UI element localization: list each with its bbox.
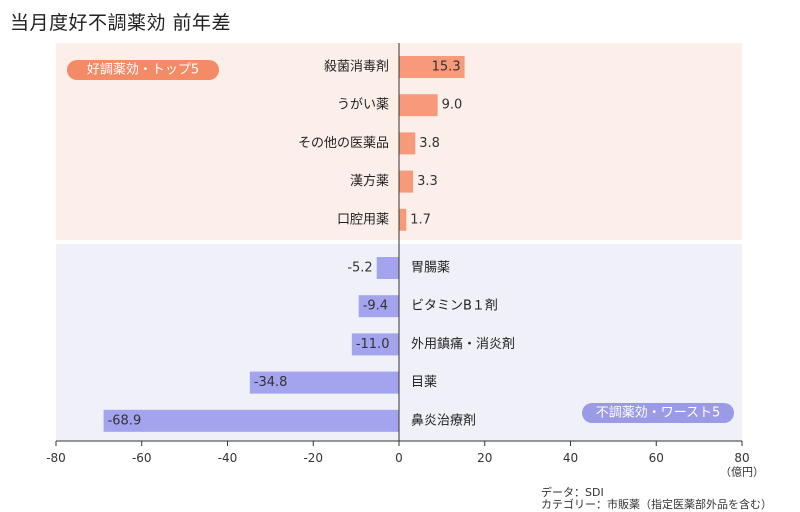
x-tick-label: 60 xyxy=(649,451,664,465)
value-label: 3.8 xyxy=(419,136,440,151)
category-label: うがい薬 xyxy=(337,98,389,113)
value-label: 15.3 xyxy=(432,60,461,75)
value-label: -34.8 xyxy=(254,375,288,390)
value-label: -68.9 xyxy=(108,413,142,428)
x-tick-label: -80 xyxy=(46,451,66,465)
bar xyxy=(399,132,416,155)
category-note: カテゴリー：市販薬（指定医薬部外品を含む） xyxy=(541,498,772,511)
category-label: 胃腸薬 xyxy=(411,261,450,276)
value-label: -11.0 xyxy=(356,337,390,352)
value-label: 1.7 xyxy=(410,212,431,227)
top5-badge xyxy=(67,60,219,80)
worst5-badge xyxy=(582,403,734,423)
unit-label: （億円） xyxy=(720,466,764,479)
value-label: 3.3 xyxy=(417,174,438,189)
x-tick-label: 0 xyxy=(395,451,403,465)
category-label: 目薬 xyxy=(411,375,437,390)
x-tick-label: 40 xyxy=(563,451,578,465)
category-label: その他の医薬品 xyxy=(298,136,389,151)
category-label: ビタミンB１剤 xyxy=(411,298,498,314)
category-label: 殺菌消毒剤 xyxy=(324,59,389,75)
bar xyxy=(376,257,399,279)
x-tick-label: -60 xyxy=(132,451,152,465)
top5-badge-label: 好調薬効・トップ5 xyxy=(87,63,199,78)
bar xyxy=(249,371,399,394)
bar xyxy=(399,94,438,117)
worst5-badge-label: 不調薬効・ワースト5 xyxy=(596,406,721,421)
x-tick-label: -40 xyxy=(218,451,238,465)
x-tick-label: 80 xyxy=(734,451,749,465)
category-label: 外用鎮痛・消炎剤 xyxy=(411,336,515,352)
bar xyxy=(399,170,414,193)
bar xyxy=(351,333,399,356)
category-label: 口腔用薬 xyxy=(337,212,389,227)
source-note: データ：SDI xyxy=(541,486,604,499)
value-label: 9.0 xyxy=(442,98,463,113)
x-tick-label: 20 xyxy=(477,451,492,465)
category-label: 鼻炎治療剤 xyxy=(411,412,476,428)
page-title: 当月度好不調薬効 前年差 xyxy=(10,12,232,34)
value-label: -9.4 xyxy=(363,299,388,314)
x-tick-label: -20 xyxy=(303,451,323,465)
bar xyxy=(103,409,399,432)
bar xyxy=(399,56,465,78)
bar xyxy=(358,295,399,318)
category-label: 漢方薬 xyxy=(350,173,389,189)
value-label: -5.2 xyxy=(347,261,372,276)
bar xyxy=(399,208,407,231)
